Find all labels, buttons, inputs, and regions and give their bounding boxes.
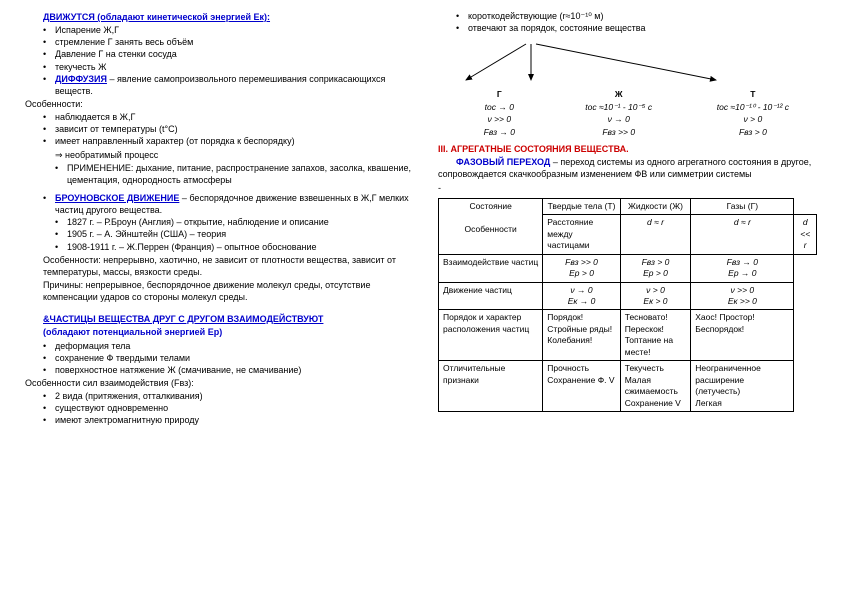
application-list: ПРИМЕНЕНИЕ: дыхание, питание, распростра… (25, 162, 420, 186)
row-label: Движение частиц (439, 282, 543, 310)
th-solid: Твердые тела (Т) (543, 198, 620, 214)
table-row: Порядок и характер расположения частиц П… (439, 310, 817, 361)
header-kinetic: ДВИЖУТСЯ (обладают кинетической энергией… (43, 11, 420, 23)
cell: ТекучестьМалая сжимаемостьСохранение V (620, 361, 691, 412)
header-interaction: &ЧАСТИЦЫ ВЕЩЕСТВА ДРУГ С ДРУГОМ ВЗАИМОДЕ… (43, 313, 420, 325)
cell: d << r (794, 215, 817, 254)
diffusion-label: ДИФФУЗИЯ (55, 74, 107, 84)
cell: Порядок!Стройные ряды!Колебания! (543, 310, 620, 361)
application-item: ПРИМЕНЕНИЕ: дыхание, питание, распростра… (55, 162, 420, 186)
th-sub: Особенности (465, 224, 517, 234)
row-label: Расстояние между частицами (543, 215, 620, 254)
cell: ν > 0Eк > 0 (620, 282, 691, 310)
bullet-diffusion: ДИФФУЗИЯ – явление самопроизвольного пер… (43, 73, 420, 97)
bullet-item: текучесть Ж (43, 61, 420, 73)
g-line: ν >> 0 (450, 114, 549, 125)
left-column: ДВИЖУТСЯ (обладают кинетической энергией… (25, 10, 420, 585)
col-g: Г tос → 0 ν >> 0 Fвз → 0 (450, 88, 549, 139)
row-label: Порядок и характер расположения частиц (439, 310, 543, 361)
t-header: tос ≈10⁻¹⁰ - 10⁻¹² с (689, 102, 817, 113)
cell: ПрочностьСохранение Ф. V (543, 361, 620, 412)
g-line: Fвз → 0 (450, 127, 549, 138)
col-t: Т tос ≈10⁻¹⁰ - 10⁻¹² с ν > 0 Fвз > 0 (689, 88, 817, 139)
label-g: Г (450, 89, 549, 100)
force-item: имеют электромагнитную природу (43, 414, 420, 426)
label-j: Ж (555, 89, 683, 100)
cell: Fвз → 0Eр → 0 (691, 254, 794, 282)
cell: Неограниченное расширение (летучесть)Лег… (691, 361, 794, 412)
brownian-label: БРОУНОВСКОЕ ДВИЖЕНИЕ (55, 193, 179, 203)
bullets-top-right: короткодействующие (r≈10⁻¹⁰ м) отвечают … (438, 10, 817, 34)
force-item: существуют одновременно (43, 402, 420, 414)
brownian-features: Особенности: непрерывно, хаотично, не за… (43, 254, 420, 278)
irreversible: ⇒ необратимый процесс (55, 149, 420, 161)
bullet-item: деформация тела (43, 340, 420, 352)
feature-item: имеет направленный характер (от порядка … (43, 135, 420, 147)
cell: ν → 0Eк → 0 (543, 282, 620, 310)
feature-item: зависит от температуры (t°C) (43, 123, 420, 135)
j-line: tос ≈10⁻¹ - 10⁻⁵ с (555, 102, 683, 113)
feature-item: наблюдается в Ж,Г (43, 111, 420, 123)
cell: Тесновато!Перескок!Топтание на месте! (620, 310, 691, 361)
features-list: наблюдается в Ж,Г зависит от температуры… (25, 111, 420, 147)
col-j: Ж tос ≈10⁻¹ - 10⁻⁵ с ν → 0 Fвз >> 0 (555, 88, 683, 139)
j-line: Fвз >> 0 (555, 127, 683, 138)
cell: Fвз > 0Eр > 0 (620, 254, 691, 282)
phase-transition: ФАЗОВЫЙ ПЕРЕХОД – переход системы из одн… (438, 156, 817, 180)
header-interaction-sub: (обладают потенциальной энергией Ер) (43, 326, 420, 338)
t-line: ν > 0 (689, 114, 817, 125)
cell: Хаос! Простор!Беспорядок! (691, 310, 794, 361)
phase-label: ФАЗОВЫЙ ПЕРЕХОД (456, 157, 550, 167)
right-column: короткодействующие (r≈10⁻¹⁰ м) отвечают … (438, 10, 817, 585)
g-line: tос → 0 (450, 102, 549, 113)
th-state: Состояние Особенности (439, 198, 543, 254)
features-label: Особенности: (25, 98, 420, 110)
bullet-item: поверхностное натяжение Ж (смачивание, н… (43, 364, 420, 376)
th-gas: Газы (Г) (691, 198, 794, 214)
arrows-svg (456, 38, 776, 86)
table-row: Отличительные признаки ПрочностьСохранен… (439, 361, 817, 412)
cell: d ≈ r (620, 215, 691, 254)
table-row: Движение частиц ν → 0Eк → 0 ν > 0Eк > 0 … (439, 282, 817, 310)
forces-label: Особенности сил взаимодействия (Fвз): (25, 377, 420, 389)
row-label: Взаимодействие частиц (439, 254, 543, 282)
th-liquid: Жидкости (Ж) (620, 198, 691, 214)
bullet-item: короткодействующие (r≈10⁻¹⁰ м) (456, 10, 817, 22)
row-label: Отличительные признаки (439, 361, 543, 412)
bullets-kinetic: Испарение Ж,Г стремление Г занять весь о… (25, 24, 420, 97)
section-3-title: III. АГРЕГАТНЫЕ СОСТОЯНИЯ ВЕЩЕСТВА. (438, 143, 817, 155)
bullets-interaction: деформация тела сохранение Ф твердыми те… (25, 340, 420, 376)
brownian-list: БРОУНОВСКОЕ ДВИЖЕНИЕ – беспорядочное дви… (25, 192, 420, 216)
j-line: ν → 0 (555, 114, 683, 125)
force-item: 2 вида (притяжения, отталкивания) (43, 390, 420, 402)
application-label: ПРИМЕНЕНИЕ: (67, 163, 136, 173)
th-text: Состояние (469, 201, 511, 211)
bullet-item: сохранение Ф твердыми телами (43, 352, 420, 364)
date-item: 1827 г. – Р.Броун (Англия) – открытие, н… (55, 216, 420, 228)
forces-list: 2 вида (притяжения, отталкивания) сущест… (25, 390, 420, 426)
date-item: 1905 г. – А. Эйнштейн (США) – теория (55, 228, 420, 240)
date-item: 1908-1911 г. – Ж.Перрен (Франция) – опыт… (55, 241, 420, 253)
bullet-item: Испарение Ж,Г (43, 24, 420, 36)
bullet-item: стремление Г занять весь объём (43, 36, 420, 48)
bullet-item: отвечают за порядок, состояние вещества (456, 22, 817, 34)
states-table: Состояние Особенности Твердые тела (Т) Ж… (438, 198, 817, 413)
three-state-columns: Г tос → 0 ν >> 0 Fвз → 0 Ж tос ≈10⁻¹ - 1… (450, 88, 817, 139)
brownian-item: БРОУНОВСКОЕ ДВИЖЕНИЕ – беспорядочное дви… (43, 192, 420, 216)
brownian-causes: Причины: непрерывное, беспорядочное движ… (43, 279, 420, 303)
label-t: Т (689, 89, 817, 100)
arrows-diagram (456, 38, 817, 86)
cell: Fвз >> 0Eр > 0 (543, 254, 620, 282)
t-line: Fвз > 0 (689, 127, 817, 138)
table-row: Взаимодействие частиц Fвз >> 0Eр > 0 Fвз… (439, 254, 817, 282)
brownian-dates: 1827 г. – Р.Броун (Англия) – открытие, н… (25, 216, 420, 252)
cell: d ≈ r (691, 215, 794, 254)
cell: ν >> 0Eк >> 0 (691, 282, 794, 310)
bullet-item: Давление Г на стенки сосуда (43, 48, 420, 60)
dash: - (438, 182, 817, 194)
